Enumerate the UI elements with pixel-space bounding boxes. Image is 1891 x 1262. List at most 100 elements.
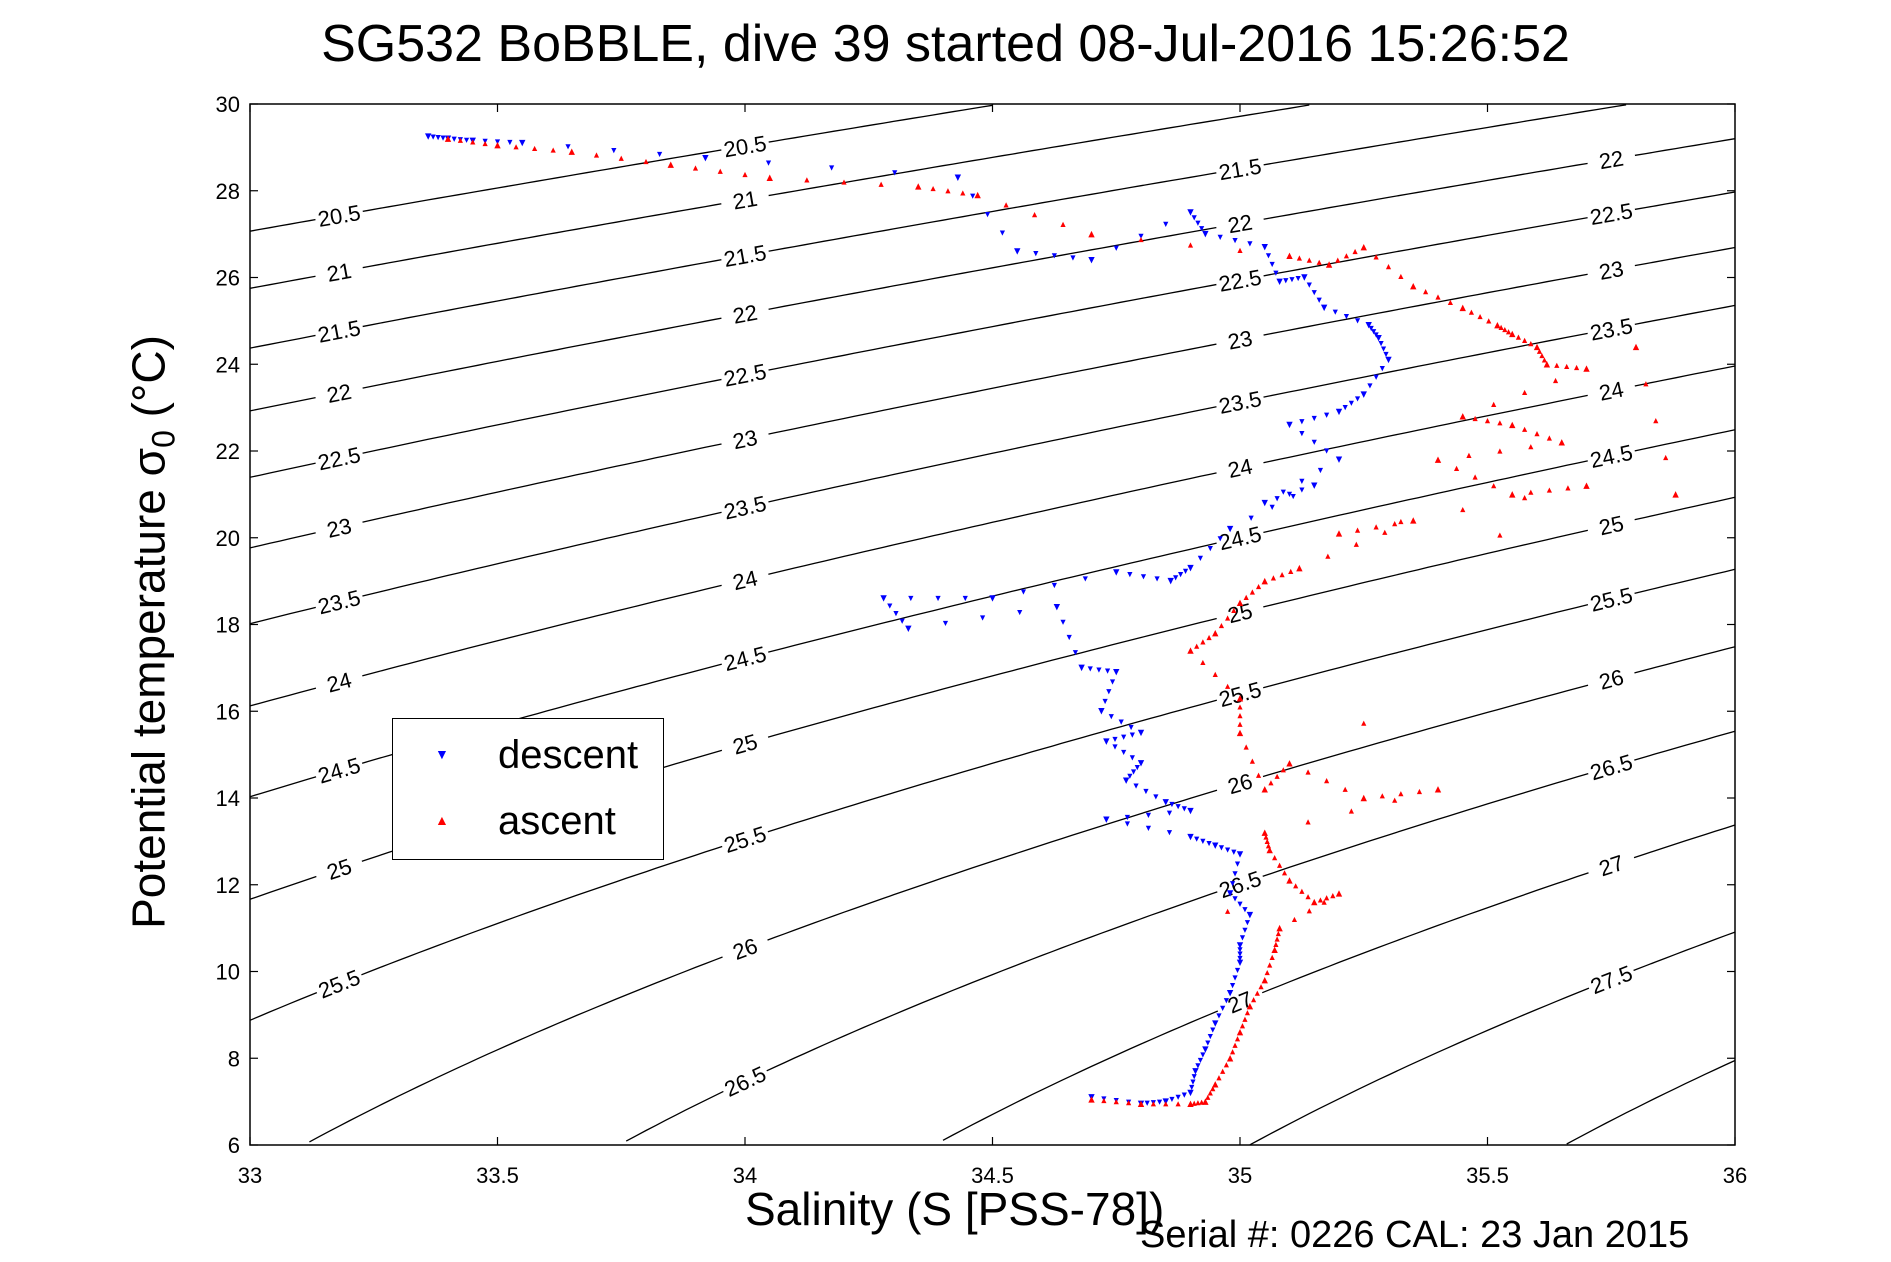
ascent-trail-point <box>1210 1086 1216 1092</box>
descent-point <box>1226 525 1234 533</box>
ascent-trail-point <box>742 171 748 178</box>
descent-point <box>1335 456 1343 463</box>
ascent-point <box>1286 877 1293 884</box>
ascent-point <box>1088 1096 1095 1103</box>
descent-trail-point <box>1195 1063 1201 1069</box>
ascent-point <box>1583 365 1590 372</box>
ascent-point <box>1509 491 1516 498</box>
descent-trail-point <box>1173 575 1179 581</box>
ascent-point <box>1286 252 1293 260</box>
descent-trail-point <box>1205 1040 1211 1046</box>
descent-trail-point <box>1342 405 1348 411</box>
descent-point <box>1137 760 1145 767</box>
descent-trail-point <box>435 135 441 141</box>
descent-trail-point <box>1232 975 1238 981</box>
contour-label-bg <box>1585 373 1638 409</box>
ascent-trail-point <box>1643 381 1649 387</box>
descent-trail-point <box>980 615 986 621</box>
ascent-trail-point <box>1317 897 1324 903</box>
ascent-trail-point <box>550 147 556 153</box>
sigma-contour-line <box>249 104 1627 349</box>
descent-trail-point <box>1070 255 1076 261</box>
ascent-point <box>1236 1029 1244 1036</box>
contour-label: 22.5 <box>1217 265 1264 297</box>
descent-trail-point <box>1113 245 1119 251</box>
ascent-point <box>1360 794 1367 802</box>
descent-point <box>519 139 526 147</box>
ascent-trail-point <box>1277 862 1283 868</box>
descent-trail-point <box>1163 221 1169 227</box>
ascent-trail-point <box>1342 786 1348 792</box>
descent-trail-point <box>1217 234 1223 240</box>
legend-item-descent: ▼ descent <box>393 729 663 789</box>
descent-trail-point <box>1206 840 1212 847</box>
ascent-trail-point <box>1546 487 1552 493</box>
ascent-point <box>568 148 575 155</box>
descent-trail-point <box>1121 734 1127 740</box>
ascent-point <box>667 161 674 168</box>
ascent-trail-point <box>1497 448 1503 454</box>
descent-trail-point <box>1383 351 1389 358</box>
chart-title: SG532 BoBBLE, dive 39 started 08-Jul-201… <box>321 15 1570 73</box>
descent-trail-point <box>1194 836 1200 842</box>
ascent-trail-point <box>1273 941 1279 947</box>
ascent-trail-point <box>1264 838 1270 844</box>
ascent-trail-point <box>1249 589 1255 595</box>
descent-trail-point <box>1231 849 1237 855</box>
descent-trail-point <box>1189 1084 1195 1091</box>
ascent-point <box>1533 343 1541 351</box>
ascent-point <box>1286 760 1293 767</box>
ascent-trail-point <box>470 139 476 145</box>
descent-trail-point <box>1127 773 1133 779</box>
descent-trail-point <box>611 148 617 154</box>
ascent-trail-point <box>930 185 936 192</box>
ascent-trail-point <box>1237 721 1243 727</box>
descent-trail-point <box>1175 1094 1181 1100</box>
descent-trail-point <box>1181 1092 1187 1098</box>
descent-trail-point <box>1154 576 1160 582</box>
descent-trail-point <box>1118 719 1124 725</box>
sigma-contour-line <box>249 191 1736 478</box>
descent-trail-point <box>1191 1074 1197 1080</box>
contour-label-bg <box>718 724 772 763</box>
contour-label-bg <box>1585 196 1638 231</box>
ascent-trail-point <box>1251 997 1257 1003</box>
ascent-trail-point <box>1291 916 1298 923</box>
descent-trail-point <box>1207 545 1213 552</box>
descent-trail-point <box>1289 277 1295 283</box>
x-tick-label: 33 <box>238 1163 262 1188</box>
ascent-trail-point <box>1258 984 1264 990</box>
contour-label-bg <box>718 639 772 677</box>
descent-trail-point <box>1378 341 1384 347</box>
ascent-point <box>1226 1055 1234 1062</box>
y-tick-label: 12 <box>216 873 240 898</box>
ascent-trail-point <box>1416 788 1423 795</box>
descent-trail-point <box>1138 233 1144 239</box>
ascent-trail-point <box>1536 348 1543 354</box>
descent-trail-point <box>1033 251 1039 257</box>
descent-trail-point <box>1182 568 1189 574</box>
ascent-trail-point <box>593 152 600 158</box>
descent-trail-point <box>1223 998 1229 1004</box>
descent-trail-point <box>1066 634 1072 641</box>
ascent-point <box>1509 421 1516 429</box>
sigma-contour-line <box>249 365 1736 707</box>
contour-label: 22.5 <box>722 359 769 392</box>
descent-point <box>1286 421 1293 429</box>
ascent-trail-point <box>1195 1100 1201 1106</box>
ascent-trail-point <box>1223 1062 1229 1068</box>
ascent-trail-point <box>1382 529 1388 535</box>
ascent-trail-point <box>1352 248 1358 255</box>
contour-label-bg <box>313 198 365 233</box>
contour-label: 25 <box>1597 511 1626 541</box>
descent-trail-point <box>935 595 941 602</box>
ascent-trail-point <box>1497 532 1503 538</box>
ascent-trail-point <box>1552 377 1559 384</box>
descent-trail-point <box>1232 871 1238 877</box>
ascent-trail-point <box>1528 341 1534 347</box>
ascent-trail-point <box>1265 843 1272 849</box>
ascent-point <box>1335 530 1343 537</box>
contour-label-bg <box>313 313 366 349</box>
descent-point <box>880 595 887 602</box>
descent-trail-point <box>1133 783 1139 789</box>
